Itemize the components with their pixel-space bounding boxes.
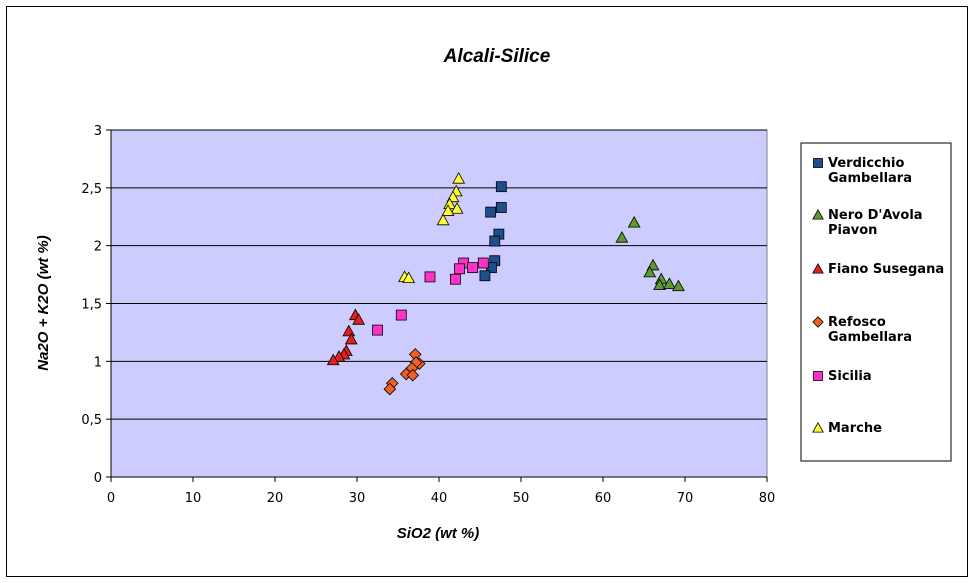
legend-label: Gambellara (828, 171, 912, 186)
data-point (441, 204, 455, 216)
y-tick-label: 0 (94, 471, 102, 486)
x-tick-label: 30 (349, 491, 366, 506)
legend-marker (813, 371, 823, 381)
legend-label: Refosco (828, 315, 886, 330)
legend-label: Verdicchio (828, 156, 904, 171)
legend-label: Piavon (828, 223, 877, 238)
legend-item: Marche (812, 421, 882, 436)
legend-marker (812, 209, 824, 220)
data-point (406, 368, 420, 382)
x-tick-label: 0 (107, 491, 115, 506)
x-axis-title: SiO2 (wt %) (397, 525, 480, 542)
data-point (436, 213, 450, 226)
y-axis-title: Na2O + K2O (wt %) (35, 235, 52, 370)
data-point (672, 279, 685, 292)
legend-label: Gambellara (828, 330, 912, 345)
legend-label: Fiano Susegana (828, 262, 944, 277)
series-5 (398, 172, 466, 284)
legend-box (800, 142, 952, 462)
data-point (489, 235, 501, 247)
data-point (495, 181, 507, 193)
y-tick-label: 2,5 (81, 182, 102, 197)
legend-label: Marche (828, 421, 882, 436)
grid-lines (111, 129, 767, 420)
y-tick-label: 2 (94, 240, 102, 255)
data-points (326, 172, 685, 396)
y-tick-label: 0,5 (81, 413, 102, 428)
axes: 00,511,522,530 10 20 30 40 50 60 70 80 (81, 124, 775, 506)
legend-item: Fiano Susegana (812, 262, 944, 277)
y-tick-label: 1 (94, 355, 102, 370)
data-point (326, 353, 340, 366)
data-point (452, 172, 466, 184)
legend-marker (812, 422, 824, 433)
data-point (662, 277, 676, 289)
data-point (454, 263, 465, 275)
series-2 (326, 308, 366, 366)
legend-marker (812, 316, 824, 328)
data-point (477, 257, 489, 269)
data-point (627, 215, 641, 228)
x-tick-label: 10 (185, 491, 202, 506)
x-tick-label: 20 (267, 491, 284, 506)
legend-item: Sicilia (813, 369, 872, 384)
data-point (402, 271, 416, 284)
data-point (485, 206, 497, 218)
legend-label: Sicilia (828, 369, 872, 384)
data-point (450, 202, 464, 214)
data-point (342, 324, 356, 337)
data-point (653, 278, 667, 290)
data-point (332, 350, 346, 362)
data-point (467, 262, 479, 274)
series-4 (372, 257, 489, 336)
x-tick-label: 70 (677, 491, 694, 506)
chart-title: Alcali-Silice (443, 46, 551, 67)
x-tick-label: 40 (431, 491, 448, 506)
data-point (495, 202, 507, 213)
series-0 (479, 181, 507, 282)
legend-label: Nero D'Avola (828, 208, 923, 223)
data-point (479, 270, 491, 282)
x-tick-label: 80 (759, 491, 776, 506)
legend-marker (812, 263, 824, 274)
data-point (372, 324, 383, 336)
y-tick-label: 3 (94, 124, 102, 139)
y-tick-label: 1,5 (81, 298, 102, 313)
data-point (424, 271, 436, 283)
data-point (449, 273, 461, 285)
data-point (615, 230, 629, 243)
data-point (352, 313, 366, 325)
x-tick-label: 50 (513, 491, 530, 506)
data-point (383, 382, 397, 396)
series-1 (615, 215, 685, 292)
data-point (344, 332, 358, 345)
data-point (643, 265, 657, 278)
x-tick-label: 60 (595, 491, 612, 506)
legend-marker (813, 158, 823, 168)
series-3 (383, 348, 426, 396)
data-point (395, 309, 407, 321)
